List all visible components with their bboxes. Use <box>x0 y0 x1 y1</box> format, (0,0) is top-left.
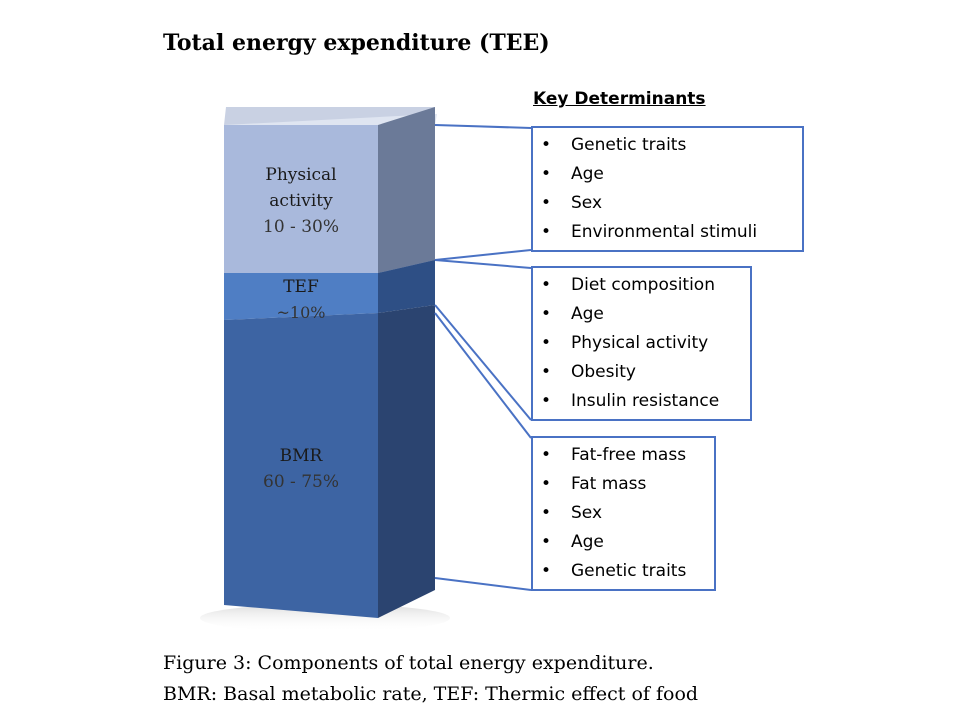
bmr-determinants-box: Fat-free mass Fat mass Sex Age Genetic t… <box>531 436 716 591</box>
determinant-item: Sex <box>541 499 706 528</box>
connector-physical-activity-bottom <box>434 249 532 261</box>
determinant-item: Physical activity <box>541 329 742 358</box>
tef-name: TEF <box>283 277 319 297</box>
physical-activity-segment-side <box>378 107 435 273</box>
determinant-item: Age <box>541 160 794 189</box>
connector-tef-top <box>434 259 532 269</box>
determinant-item: Sex <box>541 189 794 218</box>
connector-physical-activity-top <box>434 124 532 129</box>
bmr-segment-front <box>224 313 378 618</box>
bmr-percent: 60 - 75% <box>263 472 339 492</box>
page-title: Total energy expenditure (TEE) <box>163 30 550 56</box>
determinant-item: Insulin resistance <box>541 387 742 416</box>
key-determinants-header: Key Determinants <box>533 89 706 109</box>
physical-activity-name-line2: activity <box>269 191 333 211</box>
figure-caption: Figure 3: Components of total energy exp… <box>163 648 698 710</box>
connector-bmr-top <box>434 312 532 439</box>
determinant-item: Genetic traits <box>541 131 794 160</box>
determinant-item: Fat mass <box>541 470 706 499</box>
physical-activity-percent: 10 - 30% <box>263 217 339 237</box>
caption-line-2: BMR: Basal metabolic rate, TEF: Thermic … <box>163 683 699 705</box>
connector-bmr-bottom <box>434 577 532 591</box>
determinant-item: Diet composition <box>541 271 742 300</box>
physical-activity-determinants-box: Genetic traits Age Sex Environmental sti… <box>531 126 804 252</box>
tef-percent: ~10% <box>276 303 326 322</box>
determinant-item: Age <box>541 528 706 557</box>
determinant-item: Environmental stimuli <box>541 218 794 247</box>
tef-segment-side <box>378 260 435 313</box>
physical-activity-name-line1: Physical <box>265 165 337 185</box>
determinant-item: Genetic traits <box>541 557 706 586</box>
tef-segment-front <box>224 273 378 320</box>
connector-tef-bottom <box>434 304 532 421</box>
caption-line-1: Figure 3: Components of total energy exp… <box>163 652 654 674</box>
bmr-name: BMR <box>279 446 323 466</box>
determinant-item: Age <box>541 300 742 329</box>
determinant-item: Obesity <box>541 358 742 387</box>
bmr-label: BMR 60 - 75% <box>224 443 378 495</box>
physical-activity-label: Physical activity 10 - 30% <box>224 162 378 240</box>
tef-label: TEF ~10% <box>224 274 378 326</box>
tef-determinants-box: Diet composition Age Physical activity O… <box>531 266 752 421</box>
determinant-item: Fat-free mass <box>541 441 706 470</box>
bmr-segment-side <box>378 305 435 618</box>
